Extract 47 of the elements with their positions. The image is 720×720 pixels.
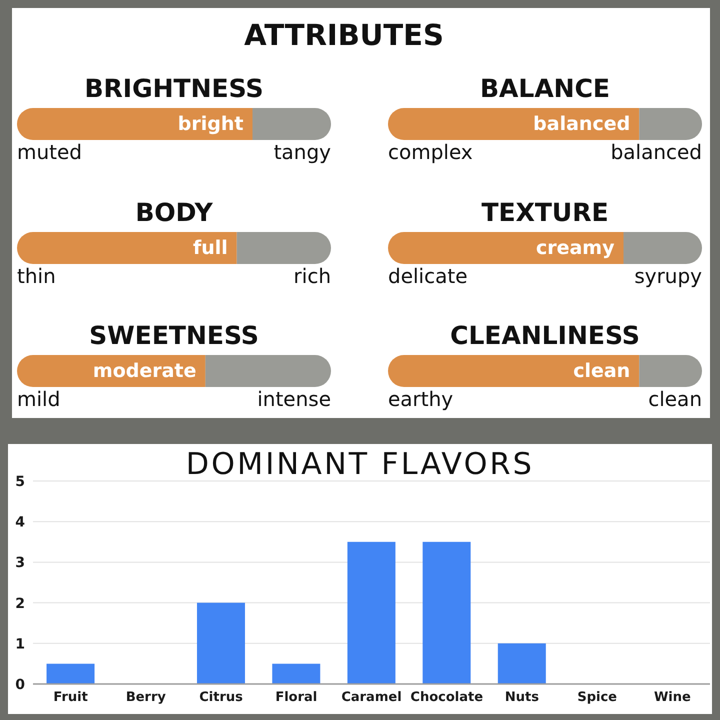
chart-title: BRIGHTNESS (84, 74, 264, 104)
y-tick-label: 4 (15, 514, 26, 531)
chart-title: TEXTURE (481, 198, 609, 228)
annotation: intense (257, 387, 331, 411)
annotation: complex (388, 140, 473, 164)
annotation: thin (17, 264, 56, 288)
annotation: balanced (533, 112, 630, 137)
x-tick-label: Chocolate (410, 690, 484, 706)
annotation: rich (294, 264, 331, 288)
annotation: clean (648, 387, 702, 411)
x-tick-label: Citrus (199, 690, 244, 706)
bar (422, 542, 471, 684)
annotation: moderate (92, 359, 196, 384)
x-tick-label: Nuts (504, 690, 540, 706)
annotation: tangy (274, 140, 331, 164)
x-tick-label: Spice (577, 690, 618, 706)
bar (347, 542, 396, 684)
x-tick-label: Wine (654, 690, 691, 706)
chart-title: CLEANLINESS (450, 321, 640, 351)
y-tick-label: 5 (15, 474, 25, 490)
annotation: balanced (610, 140, 702, 164)
chart-title: SWEETNESS (89, 321, 259, 351)
x-tick-label: Caramel (341, 690, 402, 706)
y-tick-label: 0 (15, 676, 26, 693)
bar (272, 664, 320, 684)
annotation: clean (573, 359, 630, 384)
x-tick-label: Floral (275, 690, 318, 706)
y-tick-label: 3 (15, 555, 25, 572)
bar (46, 664, 95, 684)
chart-title: DOMINANT FLAVORS (186, 447, 534, 482)
y-tick-label: 1 (15, 636, 25, 652)
x-tick-label: Fruit (53, 690, 88, 706)
bar (498, 643, 546, 684)
chart-title: BALANCE (480, 74, 610, 104)
text: ATTRIBUTES (244, 17, 444, 54)
x-tick-label: Berry (126, 690, 166, 706)
annotation: full (192, 236, 228, 260)
y-tick-label: 2 (15, 596, 25, 612)
annotation: muted (17, 140, 82, 164)
annotation: syrupy (634, 264, 702, 288)
bar (196, 602, 245, 684)
annotation: bright (178, 112, 244, 137)
annotation: earthy (388, 387, 454, 411)
annotation: delicate (388, 264, 468, 288)
annotation: creamy (536, 236, 614, 260)
chart-title: BODY (135, 198, 213, 228)
annotation: mild (17, 387, 60, 411)
